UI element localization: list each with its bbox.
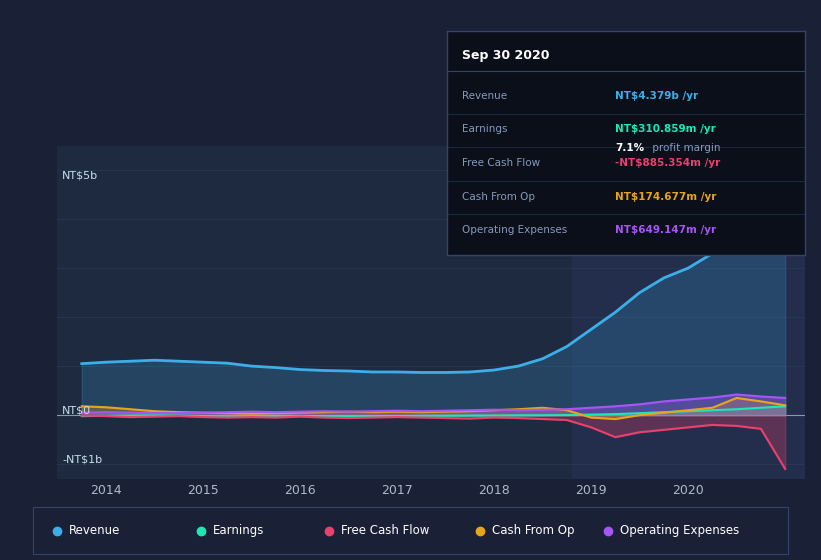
Bar (571, 146, 805, 479)
Text: 7.1%: 7.1% (615, 143, 644, 153)
Text: -NT$1b: -NT$1b (62, 454, 103, 464)
Text: NT$4.379b /yr: NT$4.379b /yr (615, 91, 699, 101)
Text: Sep 30 2020: Sep 30 2020 (461, 49, 549, 62)
Text: Free Cash Flow: Free Cash Flow (461, 158, 540, 168)
Text: profit margin: profit margin (649, 143, 721, 153)
Text: NT$5b: NT$5b (62, 170, 99, 180)
Text: Revenue: Revenue (461, 91, 507, 101)
Text: NT$0: NT$0 (62, 405, 91, 415)
Text: Operating Expenses: Operating Expenses (461, 225, 567, 235)
Text: NT$310.859m /yr: NT$310.859m /yr (615, 124, 716, 134)
Text: Earnings: Earnings (461, 124, 507, 134)
Text: Cash From Op: Cash From Op (492, 524, 575, 537)
Text: Cash From Op: Cash From Op (461, 192, 534, 202)
Text: NT$649.147m /yr: NT$649.147m /yr (615, 225, 717, 235)
Text: Free Cash Flow: Free Cash Flow (341, 524, 429, 537)
Text: Revenue: Revenue (69, 524, 121, 537)
Text: Earnings: Earnings (213, 524, 264, 537)
Text: NT$174.677m /yr: NT$174.677m /yr (615, 192, 717, 202)
Text: Operating Expenses: Operating Expenses (621, 524, 740, 537)
Text: -NT$885.354m /yr: -NT$885.354m /yr (615, 158, 721, 168)
